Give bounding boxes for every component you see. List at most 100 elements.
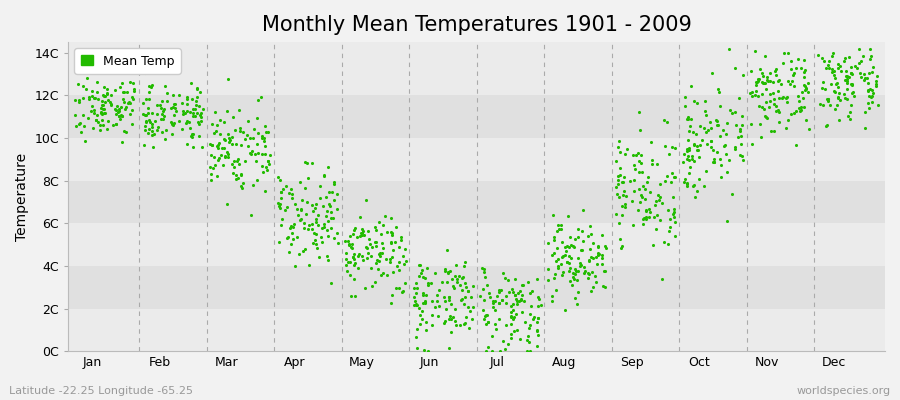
Point — [555, 253, 570, 259]
Point — [312, 254, 327, 261]
Point — [81, 114, 95, 121]
Point — [202, 141, 217, 148]
Point — [744, 121, 759, 128]
Point — [615, 243, 629, 249]
Point — [762, 70, 777, 76]
Point — [112, 108, 126, 114]
Point — [516, 282, 530, 288]
Point — [664, 179, 679, 185]
Bar — [68, 266, 885, 308]
Point — [184, 133, 198, 140]
Point — [463, 308, 477, 314]
Point — [518, 318, 533, 325]
Point — [568, 266, 582, 272]
Point — [680, 116, 695, 122]
Point — [637, 196, 652, 202]
Point — [446, 282, 461, 289]
Point — [234, 183, 248, 190]
Point — [357, 232, 372, 238]
Point — [329, 191, 344, 198]
Point — [317, 172, 331, 178]
Point — [851, 60, 866, 66]
Point — [114, 80, 129, 86]
Point — [692, 154, 706, 160]
Point — [457, 301, 472, 307]
Point — [554, 254, 569, 261]
Point — [320, 208, 335, 214]
Point — [626, 177, 641, 183]
Point — [852, 70, 867, 76]
Point — [292, 178, 307, 185]
Point — [210, 122, 224, 128]
Point — [108, 106, 122, 112]
Point — [749, 88, 763, 94]
Point — [832, 96, 847, 103]
Point — [742, 90, 757, 96]
Point — [616, 188, 631, 194]
Point — [416, 274, 430, 281]
Point — [680, 146, 694, 152]
Point — [735, 157, 750, 164]
Point — [844, 70, 859, 76]
Point — [384, 292, 399, 298]
Point — [232, 124, 247, 131]
Point — [248, 158, 263, 164]
Point — [760, 77, 774, 84]
Point — [482, 290, 496, 296]
Point — [419, 326, 434, 333]
Point — [165, 121, 179, 127]
Point — [796, 104, 811, 110]
Point — [457, 258, 472, 265]
Point — [668, 218, 682, 225]
Point — [194, 114, 208, 120]
Point — [208, 108, 222, 115]
Point — [787, 70, 801, 76]
Point — [682, 128, 697, 134]
Point — [188, 113, 202, 120]
Point — [369, 260, 383, 266]
Point — [769, 72, 783, 79]
Point — [492, 300, 507, 306]
Point — [851, 45, 866, 52]
Point — [435, 278, 449, 285]
Point — [759, 114, 773, 120]
Point — [619, 193, 634, 199]
Point — [831, 94, 845, 100]
Point — [382, 256, 397, 262]
Point — [278, 207, 293, 213]
Point — [561, 213, 575, 219]
Point — [250, 176, 265, 183]
Point — [126, 88, 140, 95]
Point — [783, 81, 797, 87]
Point — [298, 185, 312, 191]
Point — [572, 233, 586, 240]
Point — [652, 197, 667, 203]
Point — [138, 70, 152, 76]
Point — [218, 136, 232, 143]
Point — [139, 112, 153, 119]
Point — [256, 169, 270, 176]
Point — [680, 181, 695, 188]
Point — [327, 179, 341, 186]
Point — [234, 142, 248, 148]
Point — [613, 172, 627, 178]
Point — [839, 68, 853, 74]
Point — [689, 142, 704, 149]
Point — [100, 91, 114, 97]
Point — [368, 238, 382, 245]
Point — [507, 314, 521, 321]
Point — [794, 64, 808, 71]
Point — [228, 127, 242, 133]
Point — [650, 160, 664, 167]
Point — [491, 316, 506, 322]
Point — [794, 107, 808, 114]
Point — [763, 78, 778, 84]
Point — [595, 255, 609, 261]
Point — [445, 301, 459, 307]
Point — [693, 122, 707, 129]
Point — [444, 315, 458, 322]
Point — [645, 160, 660, 167]
Point — [98, 110, 112, 116]
Point — [646, 242, 661, 248]
Point — [683, 116, 698, 122]
